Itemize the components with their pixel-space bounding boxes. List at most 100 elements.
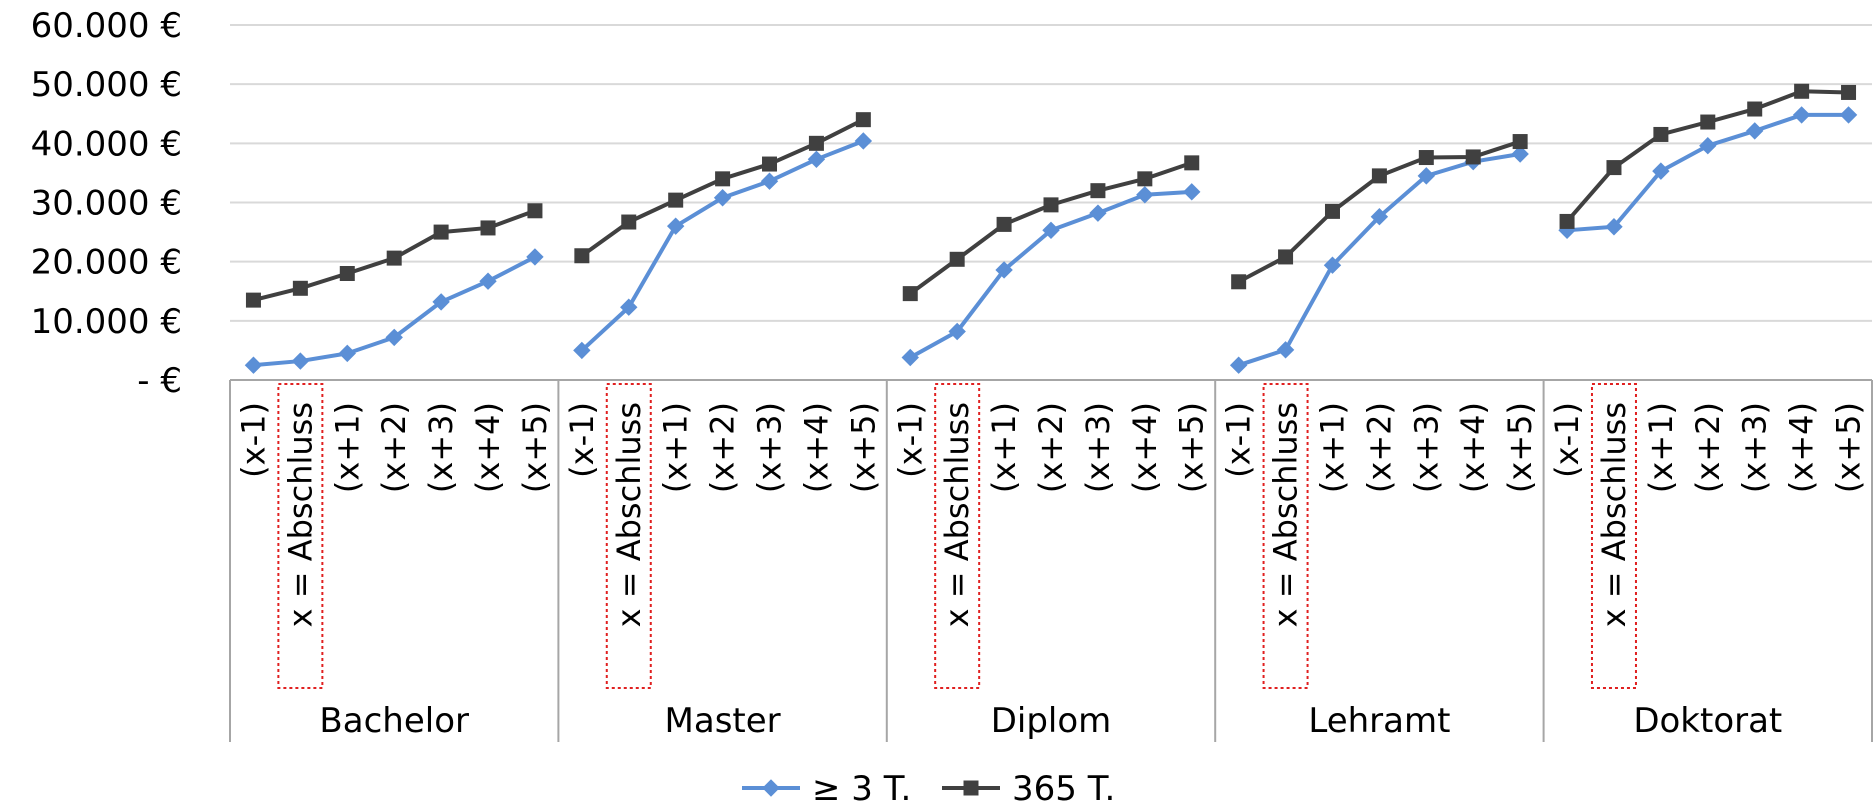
data-point [1043, 197, 1059, 213]
data-point [808, 135, 824, 151]
series-3-t [244, 106, 1858, 374]
data-point [996, 216, 1012, 232]
x-tick-label: (x-1) [891, 402, 929, 478]
y-tick-label: - € [137, 361, 182, 401]
data-point [1794, 83, 1810, 99]
data-point [1370, 207, 1389, 226]
data-point [433, 224, 449, 240]
x-tick-label: (x+4) [1126, 402, 1164, 493]
y-tick-label: 50.000 € [31, 65, 182, 105]
x-tick-label: x = Abschluss [281, 402, 319, 627]
data-point [1606, 160, 1622, 176]
data-point [573, 341, 591, 360]
data-point [902, 286, 918, 302]
data-point [1792, 106, 1811, 124]
x-tick-label: (x+2) [704, 402, 742, 493]
x-tick-label: (x-1) [1220, 402, 1258, 478]
x-tick-label: (x+1) [1313, 402, 1351, 493]
data-point [1839, 106, 1858, 124]
x-tick-label: (x+2) [1032, 402, 1070, 493]
data-point [854, 132, 873, 150]
data-point [1700, 114, 1716, 130]
x-tick-label: (x+5) [1173, 402, 1211, 493]
y-tick-label: 20.000 € [31, 243, 182, 283]
series-layer [244, 83, 1858, 374]
y-tick-label: 30.000 € [31, 184, 182, 224]
x-tick-label: (x+5) [844, 402, 882, 493]
group-label-doktorat: Doktorat [1633, 701, 1782, 741]
x-tick-label: (x+1) [328, 402, 366, 493]
data-point [526, 248, 544, 266]
data-point [901, 348, 919, 367]
x-tick-label: x = Abschluss [610, 402, 648, 627]
data-point [762, 156, 778, 172]
data-point [1653, 126, 1669, 142]
data-point [1042, 221, 1060, 240]
x-tick-label: (x+3) [422, 402, 460, 493]
x-tick-label: (x+3) [1079, 402, 1117, 493]
x-tick-label: (x+1) [1642, 402, 1680, 493]
data-point [292, 280, 308, 296]
y-axis: 60.000 € 50.000 € 40.000 € 30.000 € 20.000 €… [31, 6, 182, 401]
data-point [386, 250, 402, 266]
data-point [1229, 356, 1248, 374]
data-point [244, 356, 263, 374]
legend-marker [762, 779, 780, 797]
legend-item-3-t: ≥ 3 T. [742, 769, 911, 805]
data-point [1137, 171, 1153, 187]
data-point [620, 298, 638, 316]
data-point [574, 248, 590, 264]
data-point [621, 214, 637, 230]
legend-label: 365 T. [1012, 769, 1115, 805]
data-point [760, 172, 779, 190]
x-tick-label: (x+1) [657, 402, 695, 493]
x-tick-label: (x+4) [1454, 402, 1492, 493]
group-label-diplom: Diplom [991, 701, 1112, 741]
data-point [1652, 162, 1670, 180]
data-point [807, 150, 826, 169]
data-point [339, 266, 355, 281]
data-point [666, 217, 685, 235]
data-point [1465, 149, 1481, 165]
data-point [1323, 256, 1342, 274]
data-point [1841, 84, 1857, 100]
data-point [1371, 168, 1387, 184]
data-point [1418, 150, 1434, 166]
x-tick-label: (x+2) [1360, 402, 1398, 493]
data-point [1183, 183, 1201, 201]
group-label-bachelor: Bachelor [319, 701, 469, 741]
y-tick-label: 40.000 € [31, 124, 182, 164]
data-point [949, 251, 965, 267]
data-point [948, 322, 966, 341]
data-point [245, 292, 261, 308]
data-point [995, 261, 1013, 279]
data-point [1511, 145, 1529, 163]
data-point [1417, 167, 1436, 185]
data-point [527, 203, 543, 219]
x-tick-label: (x+5) [1501, 402, 1539, 493]
x-tick-label: (x+3) [1736, 402, 1774, 493]
data-point [1324, 203, 1340, 219]
data-point [338, 344, 356, 363]
x-tick-label: (x-1) [1548, 402, 1586, 478]
data-point [1089, 204, 1107, 222]
x-tick-label: (x+3) [751, 402, 789, 493]
data-point [479, 272, 497, 290]
x-tick-label: (x+5) [516, 402, 554, 493]
x-tick-label: (x-1) [234, 402, 272, 478]
y-tick-label: 10.000 € [31, 302, 182, 342]
data-point [1747, 101, 1763, 117]
data-point [1278, 249, 1294, 265]
data-point [1512, 134, 1528, 150]
group-label-lehramt: Lehramt [1308, 701, 1450, 741]
data-point [385, 328, 403, 347]
data-point [1559, 213, 1575, 229]
x-tick-label: x = Abschluss [1595, 402, 1633, 627]
data-point [715, 171, 731, 187]
x-tick-label: (x+4) [1783, 402, 1821, 493]
x-tick-label: (x+3) [1407, 402, 1445, 493]
series-365-t [245, 83, 1857, 308]
x-axis: (x-1) x = Abschluss (x+1) (x+2) (x+3) (x+4) (x… [229, 379, 1873, 742]
x-tick-label: x = Abschluss [938, 402, 976, 627]
